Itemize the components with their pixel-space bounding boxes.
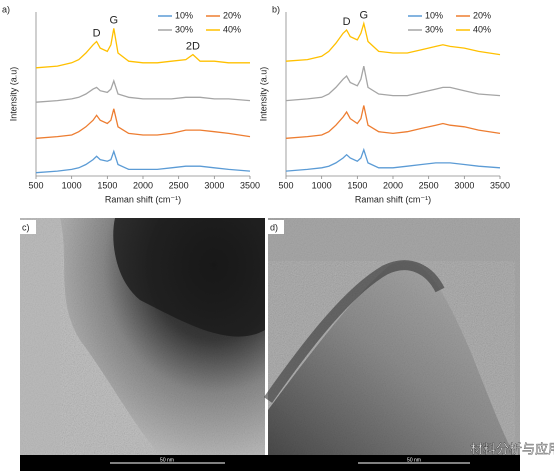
x-axis-label: Raman shift (cm⁻¹) — [355, 194, 431, 204]
panel-label: d) — [270, 222, 278, 232]
x-tick-label: 1500 — [97, 180, 117, 190]
x-tick-label: 500 — [278, 180, 293, 190]
x-tick-label: 3500 — [490, 180, 510, 190]
x-tick-label: 1000 — [312, 180, 332, 190]
tem-image-d — [263, 218, 520, 463]
legend-label: 20% — [223, 10, 241, 20]
legend-label: 40% — [473, 24, 491, 34]
spectrum-line — [35, 28, 250, 69]
spectrum-line — [285, 65, 501, 102]
peak-annotation: G — [109, 14, 118, 26]
peak-annotation: D — [343, 16, 351, 28]
x-tick-label: 1000 — [62, 180, 82, 190]
x-tick-label: 2500 — [169, 180, 189, 190]
spectrum-line — [35, 108, 251, 139]
x-tick-label: 500 — [28, 180, 43, 190]
y-axis-label: Intensity (a.u) — [8, 67, 18, 122]
spectrum-line — [285, 147, 501, 172]
peak-annotation: G — [359, 9, 368, 21]
panel-label: c) — [22, 222, 30, 232]
legend-label: 10% — [425, 10, 443, 20]
spectrum-line — [285, 20, 501, 62]
x-tick-label: 3000 — [204, 180, 224, 190]
x-tick-label: 1500 — [347, 180, 367, 190]
scale-label: 50 nm — [160, 457, 174, 463]
panel-label: b) — [272, 4, 280, 14]
panel-label-box — [20, 220, 36, 234]
scale-strip — [20, 455, 520, 471]
x-tick-label: 2000 — [383, 180, 403, 190]
x-axis-label: Raman shift (cm⁻¹) — [105, 194, 181, 204]
watermark: 材料分析与应用 — [470, 441, 554, 456]
spectrum-line — [35, 78, 251, 103]
scale-label: 50 nm — [407, 457, 421, 463]
x-tick-label: 3000 — [454, 180, 474, 190]
legend-label: 10% — [175, 10, 193, 20]
x-tick-label: 2500 — [419, 180, 439, 190]
tem-image-c — [20, 218, 265, 463]
peak-annotation: 2D — [186, 41, 200, 53]
peak-annotation: D — [93, 27, 101, 39]
spectrum-line — [35, 149, 251, 174]
panel-label: a) — [2, 4, 10, 14]
legend-label: 20% — [473, 10, 491, 20]
x-tick-label: 3500 — [240, 180, 260, 190]
y-axis-label: Intensity (a.u) — [258, 67, 268, 122]
x-tick-label: 2000 — [133, 180, 153, 190]
legend-label: 40% — [223, 24, 241, 34]
spectrum-line — [285, 105, 501, 139]
legend-label: 30% — [175, 24, 193, 34]
panel-label-box — [268, 220, 284, 234]
legend-label: 30% — [425, 24, 443, 34]
